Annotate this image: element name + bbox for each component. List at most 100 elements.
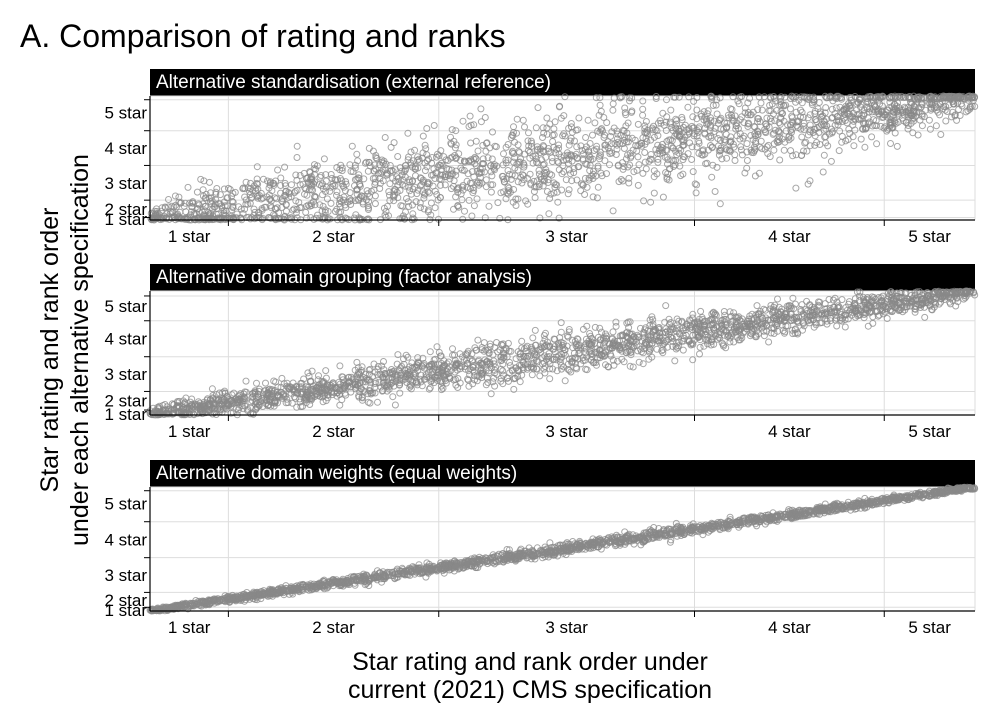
data-point <box>695 149 703 157</box>
data-point <box>692 189 700 197</box>
data-point <box>594 183 602 191</box>
data-point <box>621 104 629 112</box>
data-point <box>793 122 801 130</box>
data-point <box>389 192 397 200</box>
data-point <box>477 118 485 126</box>
data-point <box>741 169 749 177</box>
data-point <box>765 338 773 346</box>
data-point <box>565 186 573 194</box>
data-point <box>307 202 315 210</box>
data-point <box>652 95 660 102</box>
data-point <box>822 139 830 147</box>
data-point <box>639 169 647 177</box>
data-point <box>596 155 603 163</box>
data-point <box>849 133 857 141</box>
data-point <box>408 178 416 186</box>
data-point <box>424 188 432 196</box>
data-point <box>301 190 308 198</box>
data-point <box>716 94 724 102</box>
data-point <box>184 183 192 191</box>
data-point <box>278 215 286 223</box>
y-tick-label: 3 star <box>104 365 147 384</box>
data-point <box>811 141 819 149</box>
y-tick-label: 5 star <box>104 104 147 123</box>
data-point <box>435 348 443 356</box>
data-point <box>746 94 754 102</box>
data-point <box>359 200 367 208</box>
data-point <box>306 175 314 183</box>
data-point <box>595 152 603 160</box>
data-point <box>785 136 793 144</box>
data-point <box>581 191 589 198</box>
data-point <box>591 323 599 331</box>
data-point <box>193 188 201 196</box>
data-point <box>436 175 443 183</box>
data-point <box>470 121 478 129</box>
data-point <box>766 153 774 161</box>
data-point <box>942 117 950 125</box>
data-point <box>228 198 236 205</box>
data-point <box>850 142 858 150</box>
data-point <box>633 147 641 155</box>
data-point <box>911 94 918 102</box>
data-point <box>532 124 540 132</box>
data-point <box>533 147 541 155</box>
data-point <box>630 168 638 176</box>
data-point <box>513 115 521 123</box>
data-point <box>579 181 587 189</box>
data-point <box>419 149 427 157</box>
data-point <box>380 157 388 165</box>
data-point <box>290 205 298 213</box>
data-point <box>477 169 485 177</box>
data-point <box>825 296 833 303</box>
data-point <box>530 177 538 185</box>
data-point <box>623 138 630 146</box>
data-point <box>321 206 329 214</box>
data-point <box>399 212 407 220</box>
data-point <box>614 130 622 138</box>
data-point <box>642 118 650 125</box>
data-point <box>502 159 510 167</box>
data-point <box>573 143 581 151</box>
data-point <box>614 162 622 170</box>
data-point <box>416 199 424 207</box>
data-point <box>594 164 602 172</box>
data-point <box>600 114 608 121</box>
data-point <box>829 296 837 304</box>
data-point <box>472 162 480 170</box>
data-point <box>304 369 312 377</box>
data-point <box>910 106 918 114</box>
data-point <box>431 187 439 195</box>
data-point <box>553 145 561 153</box>
data-point <box>224 194 232 202</box>
data-points <box>146 287 979 419</box>
data-point <box>457 190 465 198</box>
data-point <box>565 141 573 149</box>
data-point <box>277 189 285 197</box>
data-point <box>593 194 601 202</box>
data-point <box>836 127 844 135</box>
data-point <box>262 379 269 387</box>
data-point <box>749 136 757 144</box>
data-point <box>327 199 335 207</box>
data-point <box>540 129 548 137</box>
data-point <box>528 371 536 379</box>
data-point <box>637 139 645 147</box>
data-point <box>212 196 220 203</box>
data-point <box>662 302 670 310</box>
data-point <box>619 140 627 148</box>
data-point <box>536 214 544 222</box>
data-point <box>639 97 647 105</box>
data-point <box>174 215 182 223</box>
data-point <box>409 210 417 218</box>
data-point <box>509 198 517 206</box>
data-point <box>200 177 208 185</box>
data-point <box>510 123 517 131</box>
data-point <box>206 178 213 186</box>
data-point <box>607 132 615 140</box>
data-point <box>958 93 966 101</box>
data-point <box>254 185 262 193</box>
data-point <box>744 99 752 107</box>
x-tick-label: 1 star <box>168 422 211 441</box>
data-point <box>659 193 667 201</box>
